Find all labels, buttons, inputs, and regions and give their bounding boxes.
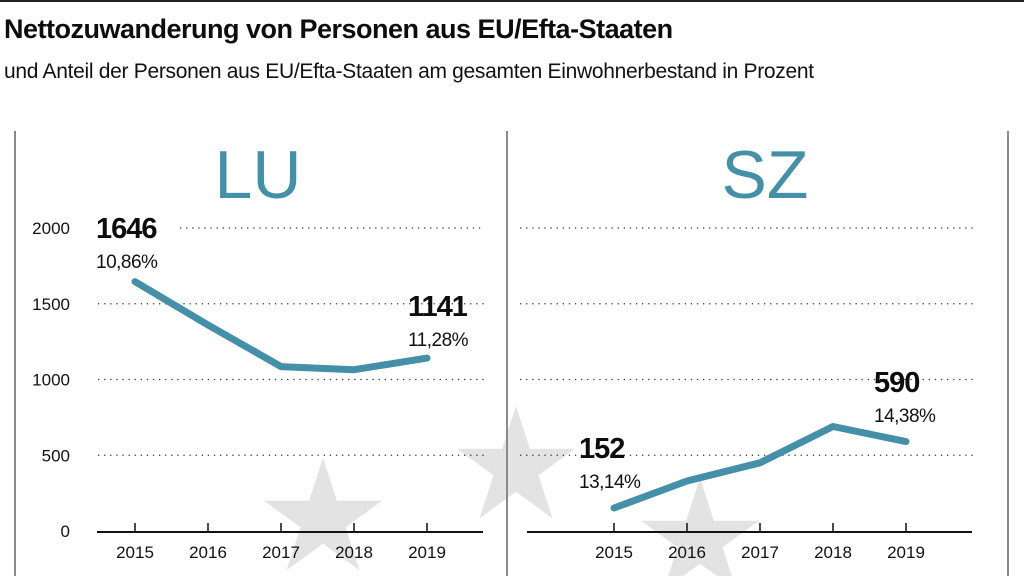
percent-label: 13,14% <box>579 472 641 493</box>
y-tick-label: 1500 <box>32 295 70 314</box>
chart-title: Nettozuwanderung von Personen aus EU/Eft… <box>4 14 673 44</box>
y-tick-label: 2000 <box>32 219 70 238</box>
percent-label: 11,28% <box>408 330 469 351</box>
panel-title: LU <box>215 137 302 213</box>
x-tick-label: 2017 <box>741 543 779 562</box>
star-icon <box>457 406 575 519</box>
x-tick-label: 2019 <box>408 543 446 562</box>
series-line <box>131 278 431 374</box>
value-label: 1141 <box>408 291 468 323</box>
series-line <box>610 423 910 512</box>
x-tick-label: 2016 <box>189 543 227 562</box>
panel-lu: LU 0 500 1000 1500 2000 2015 2016 2017 2018 2019 16… <box>32 137 485 562</box>
panel-frames <box>14 131 1009 576</box>
y-tick-label: 500 <box>42 446 70 465</box>
x-tick-label: 2018 <box>335 543 373 562</box>
star-icon <box>641 478 759 576</box>
x-tick-label: 2018 <box>814 543 852 562</box>
percent-label: 14,38% <box>874 406 936 427</box>
value-label: 1646 <box>96 213 157 245</box>
chart-subtitle: und Anteil der Personen aus EU/Efta-Staa… <box>4 60 814 83</box>
value-label: 590 <box>874 367 919 399</box>
percent-label: 10,86% <box>96 252 158 273</box>
y-tick-label: 1000 <box>32 371 70 390</box>
x-tick-label: 2019 <box>887 543 925 562</box>
star-icon <box>264 458 382 571</box>
panel-sz: SZ 2015 2016 2017 2018 2019 152 13,14% 590 14,38% <box>520 137 975 562</box>
x-tick-label: 2015 <box>595 543 633 562</box>
panel-title: SZ <box>722 137 809 213</box>
background-stars <box>264 406 759 576</box>
y-tick-label: 0 <box>61 522 70 541</box>
x-tick-label: 2015 <box>116 543 154 562</box>
top-rule <box>0 0 1024 2</box>
value-label: 152 <box>579 433 624 465</box>
x-tick-label: 2017 <box>262 543 300 562</box>
x-tick-label: 2016 <box>668 543 706 562</box>
